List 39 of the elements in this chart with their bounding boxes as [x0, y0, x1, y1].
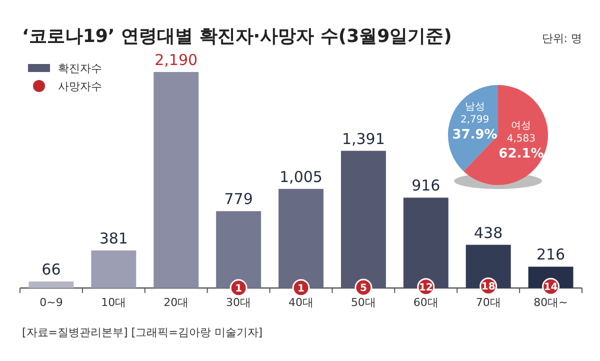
- x-tick-label: 10대: [101, 296, 126, 309]
- data-label: 916: [412, 176, 440, 195]
- data-label: 216: [536, 246, 566, 264]
- bar: [154, 72, 199, 288]
- x-tick-label: 30대: [226, 296, 252, 309]
- x-tick-label: 80대~: [534, 296, 568, 309]
- data-label: 4,583: [506, 133, 536, 144]
- bar: [28, 281, 74, 288]
- data-label: 14: [544, 282, 558, 294]
- data-label: 1: [235, 283, 242, 294]
- legend-label: 사망자수: [58, 80, 102, 93]
- data-label: 1: [298, 283, 305, 294]
- annotation: 62.1%: [498, 146, 544, 162]
- data-label: 1,391: [342, 130, 385, 148]
- data-label: 779: [224, 190, 253, 208]
- data-label: 2,190: [154, 51, 198, 69]
- data-label: 12: [418, 282, 433, 294]
- x-tick-label: 60대: [413, 296, 438, 309]
- data-label: 2,799: [460, 114, 490, 126]
- chart-title: ‘코로나19’ 연령대별 확진자·사망자 수(3월9일기준): [22, 26, 452, 47]
- x-tick-label: 50대: [350, 296, 376, 309]
- x-tick-label: 70대: [476, 296, 501, 309]
- data-label: 18: [481, 282, 496, 293]
- data-label: 66: [42, 260, 61, 278]
- x-tick-label: 40대: [288, 296, 314, 309]
- text: 단위: 명: [542, 32, 582, 45]
- bar: [91, 250, 136, 288]
- bar: [466, 244, 511, 288]
- legend-label: 확진자수: [58, 62, 102, 75]
- data-label: 1,005: [280, 168, 322, 186]
- data-label: 381: [99, 229, 128, 248]
- x-tick-label: 0~9: [40, 296, 63, 309]
- x-tick-label: 20대: [164, 296, 189, 309]
- data-label: 438: [474, 224, 503, 242]
- text: [자료=질병관리본부] [그래픽=김아랑 미술기자]: [22, 326, 263, 339]
- annotation: 37.9%: [452, 128, 498, 143]
- data-label: 5: [360, 283, 367, 294]
- slice-label: 남성: [464, 102, 485, 113]
- slice-label: 여성: [511, 120, 532, 132]
